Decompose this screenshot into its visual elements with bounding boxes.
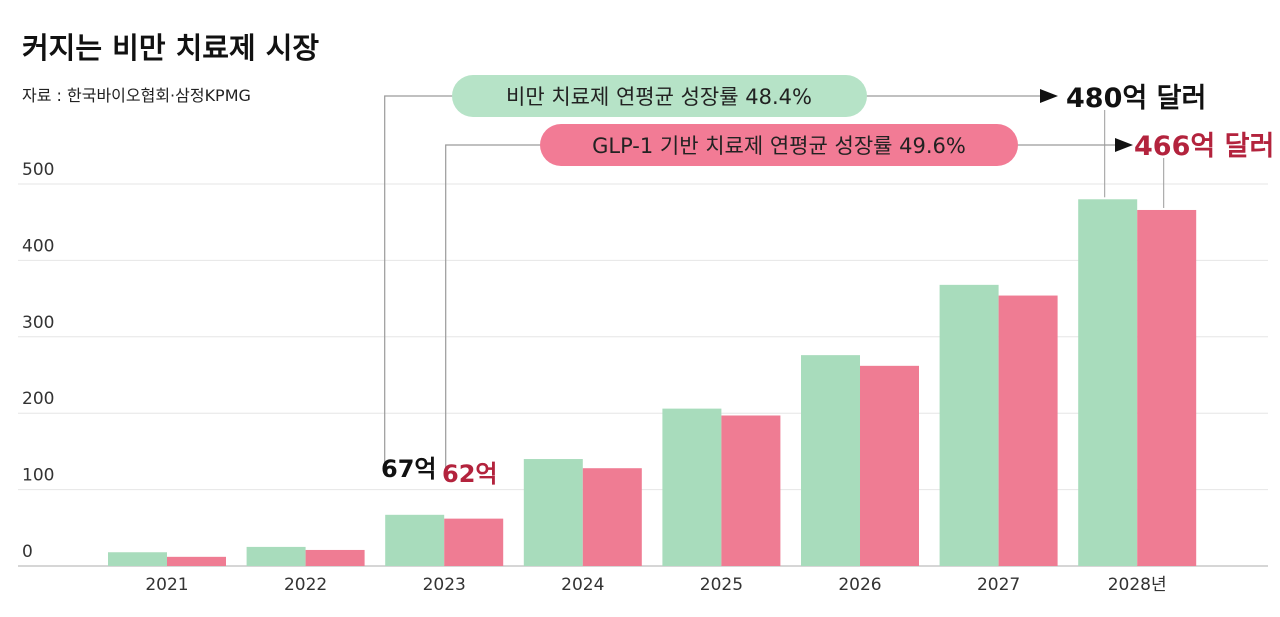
y-tick-label: 0	[22, 542, 33, 562]
bar-obesity-2027	[939, 284, 999, 566]
bar-obesity-2022	[246, 546, 306, 566]
y-tick-label: 500	[22, 160, 54, 180]
x-tick-label: 2025	[700, 575, 743, 595]
bar-obesity-2023	[385, 514, 445, 566]
bar-obesity-2025	[662, 408, 722, 566]
growth-pill-2	[540, 124, 1018, 166]
x-tick-label: 2028년	[1108, 575, 1167, 595]
x-tick-label: 2026	[838, 575, 881, 595]
growth-label-1: 비만 치료제 연평균 성장률 48.4%	[506, 85, 812, 109]
y-tick-label: 300	[22, 313, 54, 333]
x-tick-label: 2022	[284, 575, 327, 595]
bar-glp1-2022	[305, 549, 365, 566]
bar-glp1-2023	[444, 518, 504, 566]
bar-glp1-2025	[721, 415, 781, 566]
bar-obesity-2024	[523, 459, 583, 566]
bar-glp1-2026	[860, 365, 919, 566]
y-tick-label: 200	[22, 389, 54, 409]
bar-glp1-2024	[582, 468, 642, 566]
y-tick-label: 400	[22, 236, 54, 256]
growth-pill-1	[452, 75, 867, 117]
x-tick-label: 2023	[423, 575, 466, 595]
bar-glp1-2027	[998, 295, 1058, 566]
x-tick-label: 2021	[145, 575, 188, 595]
y-tick-label: 100	[22, 466, 54, 486]
bar-glp1-2028년	[1137, 209, 1197, 566]
chart-title: 커지는 비만 치료제 시장	[22, 31, 319, 65]
arrow-head-2	[1115, 138, 1133, 152]
end-value-label-2: 466억 달러	[1134, 131, 1274, 162]
x-tick-label: 2027	[977, 575, 1020, 595]
start-value-label-2: 62억	[442, 460, 497, 488]
end-value-label-1: 480억 달러	[1066, 83, 1206, 114]
bar-glp1-2021	[167, 556, 226, 566]
x-tick-label: 2024	[561, 575, 604, 595]
growth-label-2: GLP-1 기반 치료제 연평균 성장률 49.6%	[592, 134, 966, 158]
chart-source: 자료 : 한국바이오협회·삼정KPMG	[22, 86, 251, 105]
arrow-head-1	[1040, 89, 1058, 103]
bar-obesity-2026	[801, 355, 860, 566]
bar-obesity-2028년	[1078, 199, 1138, 566]
start-value-label-1: 67억	[381, 455, 436, 483]
bar-obesity-2021	[108, 552, 167, 566]
